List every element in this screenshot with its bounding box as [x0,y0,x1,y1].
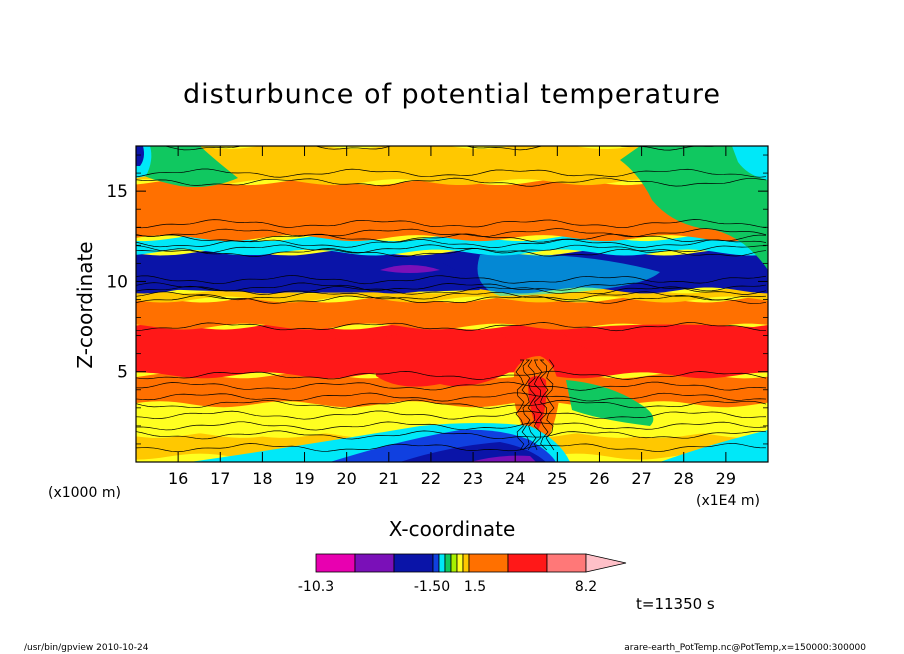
x-tick-label-19: 19 [294,469,314,488]
convective-contour-1 [521,359,531,451]
time-label: t=11350 s [636,595,715,613]
colorbar-segment-7 [456,553,464,573]
layer-band-4 [136,296,768,330]
contour-line-12 [136,410,767,420]
contour-line-10 [136,443,767,453]
convective-contour-2 [527,359,537,451]
convective-contour-5 [545,359,555,451]
colorbar-segment-6 [450,553,458,573]
colorbar-label-3: 8.2 [575,579,597,595]
x-unit-left: (x1000 m) [48,485,121,501]
contour-line-6 [136,247,767,258]
convective-contour-4 [539,359,549,451]
x-tick-label-27: 27 [631,469,651,488]
colorbar-segment-9 [468,553,509,573]
cool-patch-top-left [136,146,238,187]
x-axis-label: X-coordinate [389,517,516,541]
warm-blob-left [136,333,240,374]
layer-band-8 [136,179,768,242]
colorbar-label-0: -10.3 [298,579,334,595]
y-axis: 5 10 15 [106,154,768,445]
x-tick-label-24: 24 [505,469,525,488]
colorbar-label-1: -1.50 [414,579,450,595]
x-axis: 16 17 18 19 20 21 22 23 24 25 26 27 28 29 [168,146,736,488]
colorbar-segment-3 [432,553,440,573]
cold-patch-top-right [732,146,768,180]
contour-line-9 [136,146,719,151]
x-tick-label-28: 28 [674,469,694,488]
convective-contour-0 [515,359,525,451]
contour-line-2 [136,370,767,380]
cool-patch-top-right [620,146,768,270]
x-tick-label-23: 23 [463,469,483,488]
colorbar-segment-0 [315,553,356,573]
x-tick-label-18: 18 [252,469,272,488]
y-tick-label-10: 10 [106,272,128,292]
colorbar-segment-10 [507,553,548,573]
colorbar-segment-4 [438,553,446,573]
x-unit-right: (x1E4 m) [696,493,760,509]
contour-line-11 [136,421,767,431]
colorbar-segment-8 [462,553,470,573]
layer-band-5 [136,287,768,303]
x-tick-label-29: 29 [716,469,736,488]
y-tick-label-15: 15 [106,182,128,202]
contour-lines [136,146,767,453]
footer-left: /usr/bin/gpview 2010-10-24 [24,643,149,653]
plot-frame [135,145,769,463]
plot-area [136,146,768,462]
colorbar-segment-5 [444,553,452,573]
contour-line-3 [136,322,767,332]
contour-line-22 [136,168,767,178]
colorbar-segment-1 [354,553,395,573]
x-tick-label-17: 17 [210,469,230,488]
cold-core-peak [380,265,440,273]
y-axis-label: Z-coordinate [73,241,97,368]
x-tick-label-21: 21 [379,469,399,488]
y-tick-label-5: 5 [117,363,128,383]
colorbar: -10.3 -1.50 1.5 8.2 [298,553,627,595]
colorbar-segment-2 [393,553,434,573]
contour-line-13 [136,392,767,402]
contour-line-18 [136,244,767,254]
contour-line-4 [136,295,767,305]
footer-right: arare-earth_PotTemp.nc@PotTemp,x=150000:… [624,643,866,653]
contour-line-19 [136,238,767,248]
warm-blob-center-left [268,336,345,369]
x-tick-label-16: 16 [168,469,188,488]
deep-cold-corner [136,146,144,166]
warm-blob-center [372,330,514,387]
colorbar-segment-11 [546,553,587,573]
contour-line-0 [136,430,767,440]
chart-title: disturbunce of potential temperature [183,79,721,110]
colorbar-label-2: 1.5 [464,579,486,595]
contour-line-17 [136,275,767,285]
cold-pool-deep [470,455,536,462]
contour-line-16 [136,282,767,292]
x-tick-label-26: 26 [589,469,609,488]
contour-line-8 [136,177,767,187]
warm-blob-right [562,324,768,358]
x-tick-label-20: 20 [336,469,356,488]
colorbar-arrow [585,553,627,573]
contour-line-15 [136,291,767,301]
x-tick-label-22: 22 [421,469,441,488]
convective-core [528,376,547,430]
contour-line-20 [136,228,767,238]
contour-line-21 [136,219,767,229]
x-tick-label-25: 25 [547,469,567,488]
contour-line-1 [136,399,767,409]
convective-contour-3 [533,359,543,451]
contour-line-14 [136,381,767,391]
